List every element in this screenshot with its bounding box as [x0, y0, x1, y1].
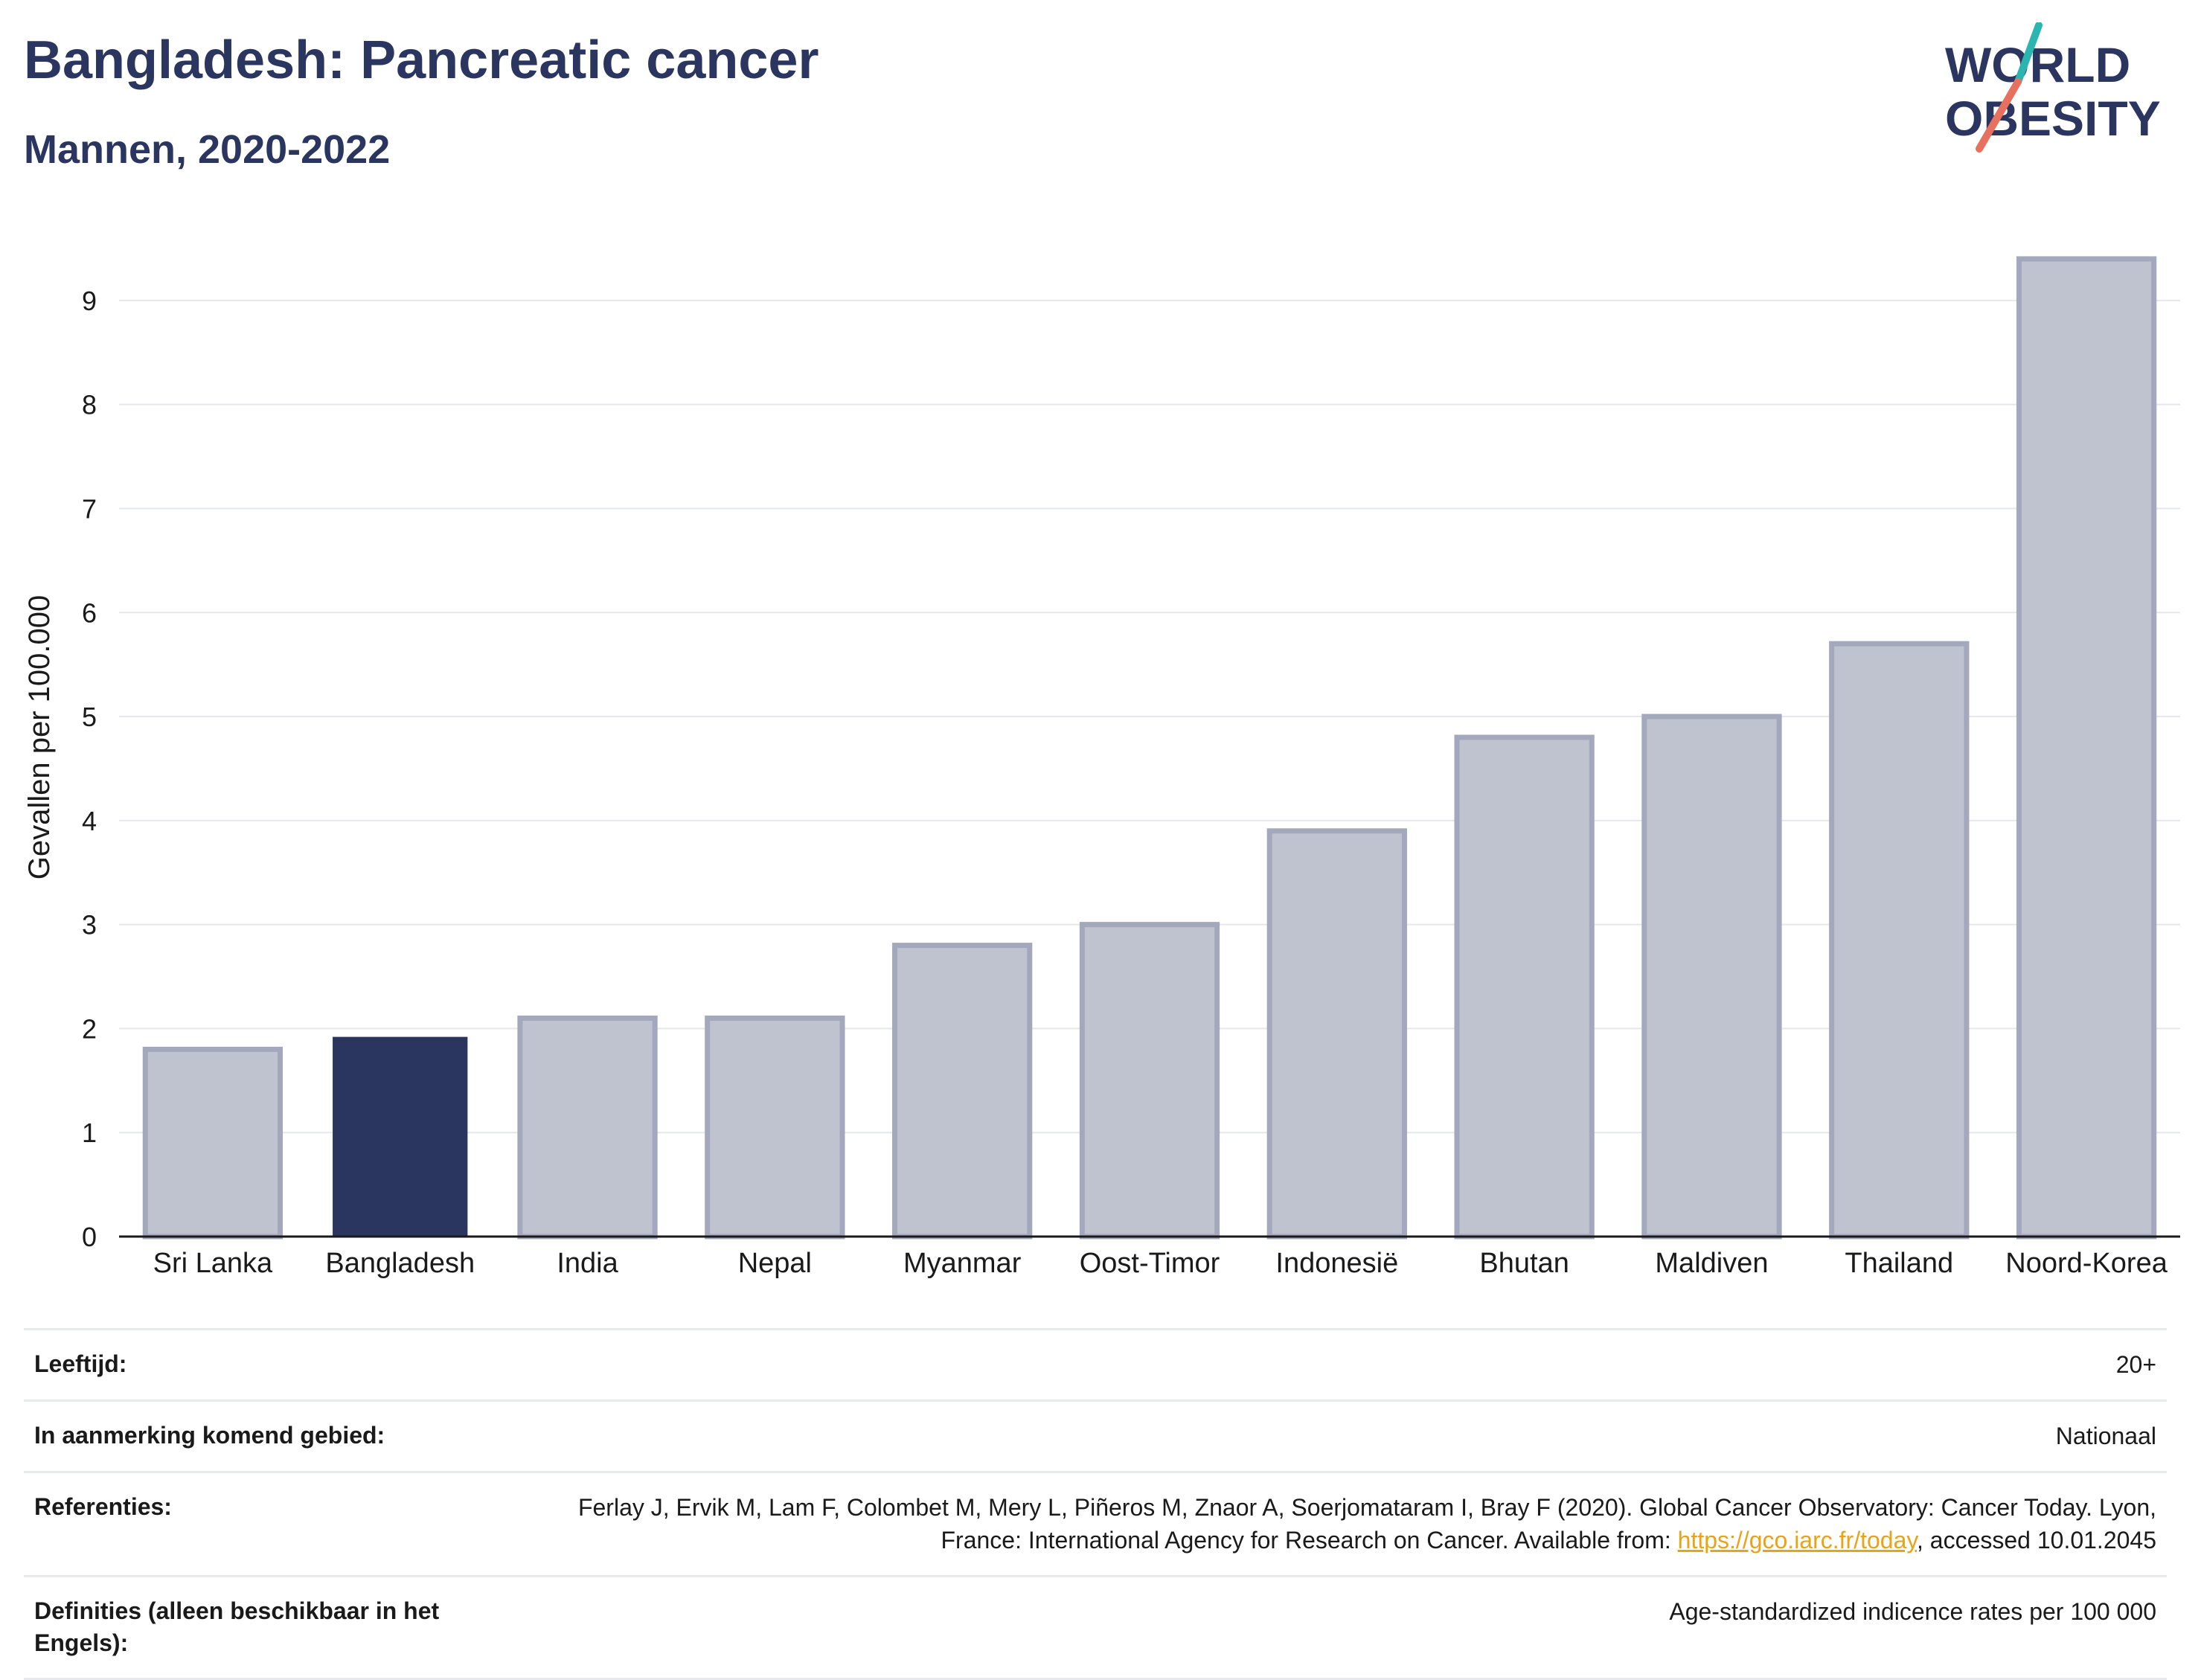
- logo-text-world: WORLD: [1945, 37, 2130, 92]
- bar-oost-timor: [1079, 922, 1220, 1240]
- bars: [142, 256, 2157, 1240]
- bar-maldiven: [1641, 714, 1782, 1240]
- bar-bangladesh: [333, 1036, 468, 1237]
- info-table: Leeftijd: 20+ In aanmerking komend gebie…: [24, 1328, 2167, 1680]
- x-tick-label: Maldiven: [1655, 1248, 1768, 1279]
- y-tick-label: 6: [82, 597, 97, 628]
- x-tick-label: Sri Lanka: [153, 1248, 273, 1279]
- x-tick-label: India: [557, 1248, 618, 1279]
- bar-noord-korea: [2016, 256, 2157, 1240]
- y-tick-label: 9: [82, 286, 97, 316]
- y-tick-label: 5: [82, 702, 97, 732]
- bar-india: [517, 1015, 658, 1240]
- x-tick-label: Indonesië: [1275, 1248, 1398, 1279]
- logo-slash-coral: [1976, 78, 2022, 153]
- info-row-references: Referenties: Ferlay J, Ervik M, Lam F, C…: [24, 1470, 2167, 1576]
- y-tick-label: 8: [82, 390, 97, 420]
- reference-accessed: , accessed 10.01.2045: [1916, 1527, 2156, 1554]
- bar-myanmar: [892, 943, 1033, 1240]
- reference-text: Ferlay J, Ervik M, Lam F, Colombet M, Me…: [577, 1493, 2156, 1554]
- tick-labels: 0 1 2 3 4 5 6 7 8 9 Sri Lanka Bangladesh India Nepal M…: [82, 286, 2168, 1279]
- y-axis-label: Gevallen per 100.000: [23, 595, 56, 880]
- bar-sri-lanka: [142, 1046, 283, 1240]
- bar-thailand: [1829, 641, 1970, 1240]
- chart-title: Bangladesh: Pancreatic cancer: [24, 31, 819, 90]
- info-label-area: In aanmerking komend gebied:: [34, 1421, 385, 1449]
- world-obesity-logo: WORLD OBESITY: [1945, 22, 2161, 153]
- x-tick-label: Bangladesh: [325, 1248, 475, 1279]
- bar-bhutan: [1454, 734, 1595, 1240]
- bar-chart: 0 1 2 3 4 5 6 7 8 9 Sri Lanka Bangladesh India Nepal M…: [23, 256, 2180, 1279]
- info-value-definitions: Age-standardized indicence rates per 100…: [1669, 1598, 2156, 1626]
- y-tick-label: 7: [82, 493, 97, 524]
- x-tick-label: Oost-Timor: [1080, 1248, 1220, 1279]
- y-tick-label: 4: [82, 806, 97, 836]
- reference-link[interactable]: https://gco.iarc.fr/today: [1677, 1527, 1917, 1554]
- logo-slash-teal: [2014, 22, 2043, 86]
- x-tick-label: Bhutan: [1479, 1248, 1569, 1279]
- x-tick-label: Thailand: [1845, 1248, 1953, 1279]
- info-value-references: Ferlay J, Ervik M, Lam F, Colombet M, Me…: [557, 1491, 2156, 1558]
- x-tick-label: Noord-Korea: [2005, 1248, 2168, 1279]
- info-label-age: Leeftijd:: [34, 1350, 127, 1377]
- info-row-age: Leeftijd: 20+: [24, 1328, 2167, 1400]
- info-value-age: 20+: [2115, 1351, 2156, 1378]
- x-tick-label: Nepal: [738, 1248, 812, 1279]
- y-tick-label: 1: [82, 1118, 97, 1148]
- info-row-area: In aanmerking komend gebied: Nationaal: [24, 1399, 2167, 1471]
- bar-nepal: [705, 1015, 845, 1240]
- bar-indonesi-: [1266, 828, 1407, 1240]
- chart-subtitle: Mannen, 2020-2022: [24, 127, 391, 172]
- info-row-definitions: Definities (alleen beschikbaar in het En…: [24, 1575, 2167, 1680]
- y-tick-label: 3: [82, 910, 97, 940]
- x-tick-label: Myanmar: [903, 1248, 1022, 1279]
- info-label-references: Referenties:: [34, 1493, 172, 1520]
- y-tick-label: 0: [82, 1222, 97, 1252]
- info-label-definitions: Definities (alleen beschikbaar in het En…: [34, 1597, 440, 1657]
- info-value-area: Nationaal: [2055, 1422, 2156, 1449]
- y-tick-label: 2: [82, 1013, 97, 1044]
- logo-text-obesity: OBESITY: [1945, 91, 2161, 146]
